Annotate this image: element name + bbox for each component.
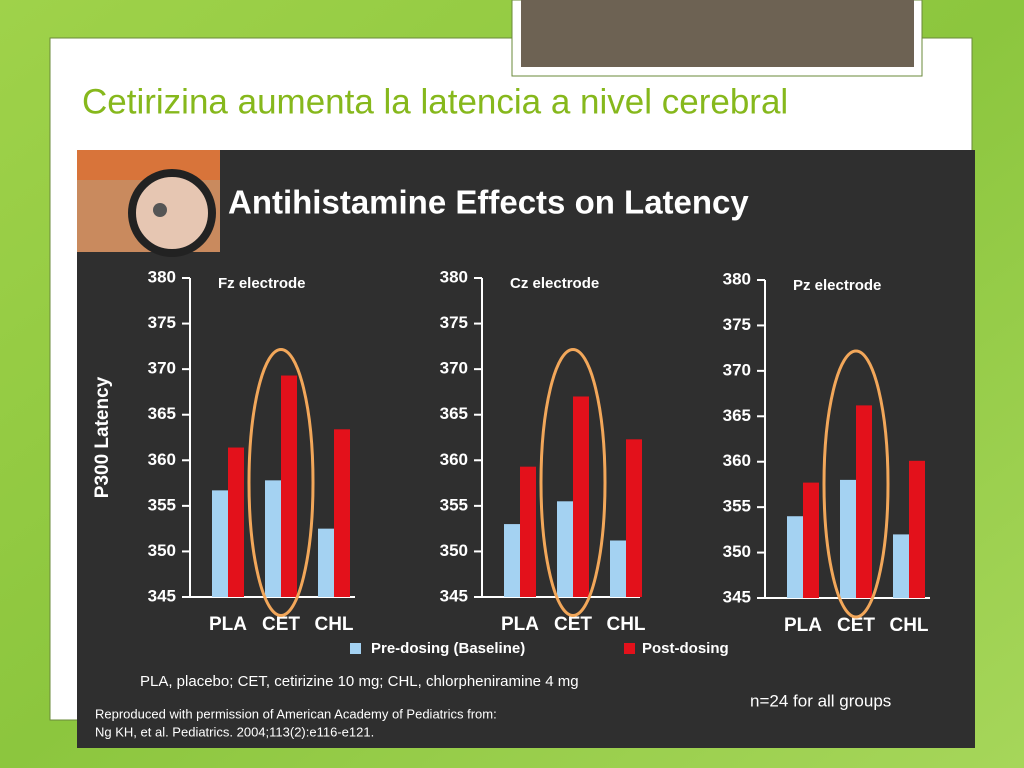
legend-label: Pre-dosing (Baseline) xyxy=(371,640,525,657)
bar xyxy=(228,447,244,597)
bar xyxy=(504,524,520,597)
y-tick-label: 375 xyxy=(440,313,468,332)
y-tick-label: 375 xyxy=(723,315,751,334)
y-axis-label: P300 Latency xyxy=(92,376,113,498)
x-tick-label: CHL xyxy=(606,614,645,635)
footnote: PLA, placebo; CET, cetirizine 10 mg; CHL… xyxy=(140,673,579,690)
x-tick-label: PLA xyxy=(501,614,539,635)
x-tick-label: CHL xyxy=(889,615,928,636)
x-tick-label: CHL xyxy=(314,614,353,635)
y-tick-label: 345 xyxy=(440,586,468,605)
photo-lens xyxy=(128,169,216,257)
figure-title: Antihistamine Effects on Latency xyxy=(228,184,749,221)
credit: Ng KH, et al. Pediatrics. 2004;113(2):e1… xyxy=(95,724,374,739)
y-tick-label: 355 xyxy=(440,495,468,514)
bar xyxy=(334,429,350,597)
legend-swatch xyxy=(350,643,361,654)
y-tick-label: 345 xyxy=(723,587,751,606)
chart-title: Fz electrode xyxy=(218,275,306,292)
bar xyxy=(909,460,925,598)
y-tick-label: 380 xyxy=(723,269,751,288)
bar xyxy=(520,466,536,597)
highlight xyxy=(539,348,607,617)
y-tick-label: 370 xyxy=(723,360,751,379)
y-tick-label: 380 xyxy=(440,267,468,286)
y-tick-label: 350 xyxy=(440,541,468,560)
chart-title: Pz electrode xyxy=(793,277,881,294)
bar xyxy=(840,479,856,598)
y-tick-label: 355 xyxy=(723,497,751,516)
bar xyxy=(626,439,642,597)
header-block xyxy=(521,0,914,67)
credit: Reproduced with permission of American A… xyxy=(95,706,497,721)
y-tick-label: 365 xyxy=(723,406,751,425)
slide-title: Cetirizina aumenta la latencia a nivel c… xyxy=(82,82,788,121)
legend-swatch xyxy=(624,643,635,654)
bar xyxy=(265,480,281,597)
bar xyxy=(281,375,297,597)
x-tick-label: CET xyxy=(262,614,300,635)
y-tick-label: 365 xyxy=(440,404,468,423)
y-tick-label: 350 xyxy=(148,541,176,560)
y-tick-label: 360 xyxy=(148,450,176,469)
x-tick-label: CET xyxy=(554,614,592,635)
bar xyxy=(610,540,626,597)
y-tick-label: 375 xyxy=(148,313,176,332)
y-tick-label: 360 xyxy=(440,450,468,469)
chart-title: Cz electrode xyxy=(510,275,599,292)
y-tick-label: 345 xyxy=(148,586,176,605)
bar xyxy=(318,528,334,597)
legend-label: Post-dosing xyxy=(642,640,729,657)
bar xyxy=(803,482,819,598)
photo xyxy=(77,150,220,257)
highlight xyxy=(822,349,890,619)
bar xyxy=(557,501,573,597)
bar xyxy=(212,490,228,597)
photo-hair xyxy=(77,150,220,180)
bar xyxy=(856,405,872,598)
x-tick-label: PLA xyxy=(209,614,247,635)
highlight xyxy=(247,348,315,617)
y-tick-label: 355 xyxy=(148,495,176,514)
note: n=24 for all groups xyxy=(750,691,891,710)
y-tick-label: 370 xyxy=(440,359,468,378)
photo-eye xyxy=(153,203,167,217)
bar xyxy=(893,534,909,598)
y-tick-label: 380 xyxy=(148,267,176,286)
y-tick-label: 360 xyxy=(723,451,751,470)
x-tick-label: PLA xyxy=(784,615,822,636)
y-tick-label: 365 xyxy=(148,404,176,423)
y-tick-label: 350 xyxy=(723,542,751,561)
bar xyxy=(787,516,803,598)
bar xyxy=(573,396,589,597)
x-tick-label: CET xyxy=(837,615,875,636)
y-tick-label: 370 xyxy=(148,359,176,378)
